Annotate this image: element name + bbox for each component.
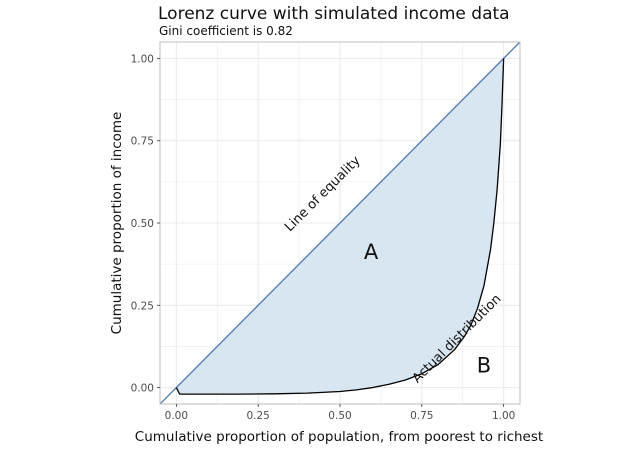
line-of-equality	[160, 42, 520, 404]
chart-title: Lorenz curve with simulated income data	[158, 4, 510, 24]
y-tick-label: 0.25	[131, 300, 154, 312]
region-label-a: A	[364, 240, 379, 264]
x-tick-label: 0.25	[246, 410, 269, 422]
axis-ticks: 0.00 0.25 0.50 0.75 1.00 0.00 0.25 0.50 0.75 1.00	[131, 53, 516, 422]
chart-subtitle: Gini coefficient is 0.82	[159, 24, 293, 38]
y-tick-label: 0.00	[131, 383, 154, 395]
lorenz-curve	[175, 58, 505, 395]
area-a-fill	[176, 58, 504, 395]
x-tick-label: 0.50	[328, 410, 351, 422]
y-tick-label: 0.75	[131, 136, 154, 148]
region-label-b: B	[477, 354, 491, 378]
y-tick-label: 0.50	[131, 218, 154, 230]
x-tick-label: 1.00	[492, 410, 515, 422]
y-tick-label: 1.00	[131, 53, 154, 65]
x-tick-label: 0.75	[410, 410, 433, 422]
y-axis-title: Cumulative proportion of income	[109, 112, 125, 335]
x-axis-title: Cumulative proportion of population, fro…	[135, 429, 543, 445]
x-tick-label: 0.00	[165, 410, 188, 422]
